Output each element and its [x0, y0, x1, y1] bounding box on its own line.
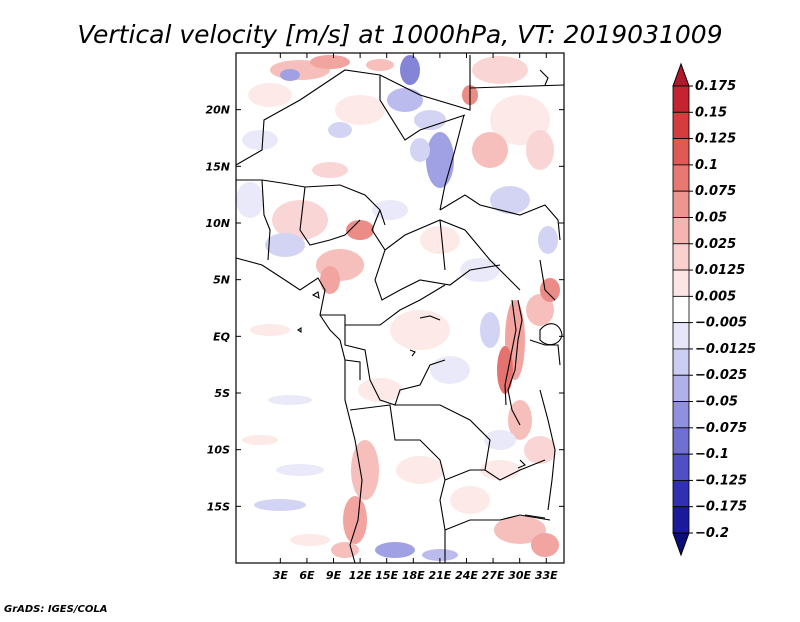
colorbar-label: 0.05 [695, 210, 727, 225]
x-tick-label: 9E [326, 569, 342, 582]
colorbar-segment [672, 453, 690, 481]
colorbar-top-arrow [672, 62, 690, 87]
y-tick-label: 5S [214, 387, 230, 400]
colorbar-segment [672, 322, 690, 350]
y-tick-label: 10N [205, 217, 230, 230]
country-borders [235, 55, 565, 564]
colorbar-label: 0.005 [695, 289, 736, 304]
colorbar-segment [672, 374, 690, 402]
colorbar-label: −0.075 [695, 421, 747, 436]
y-axis: 20N 15N 10N 5N EQ 5S 10S 15S [205, 104, 564, 513]
colorbar-segment [672, 85, 690, 113]
x-tick-label: 6E [299, 569, 315, 582]
colorbar-label: −0.005 [695, 316, 747, 331]
map-plot: 3E 6E 9E 12E 15E 18E 21E 24E 27E 30E 33E 20N 15N 10N… [205, 52, 565, 582]
colorbar-segment [672, 243, 690, 271]
colorbar-label: −0.2 [695, 526, 729, 541]
colorbar-segment [672, 164, 690, 192]
colorbar: 0.175 0.15 0.125 0.1 0.075 0.05 0.025 0.0125 0.0… [672, 62, 756, 557]
colorbar-label: 0.075 [695, 184, 736, 199]
y-tick-label: 10S [207, 444, 230, 457]
colorbar-segment [672, 138, 690, 166]
colorbar-label: 0.0125 [695, 263, 745, 278]
x-tick-label: 15E [375, 569, 398, 582]
colorbar-segment [672, 506, 690, 534]
x-tick-label: 30E [508, 569, 531, 582]
colorbar-segment [672, 269, 690, 297]
y-tick-label: EQ [213, 330, 230, 343]
x-tick-label: 12E [349, 569, 372, 582]
colorbar-label: −0.0125 [695, 342, 756, 357]
x-tick-label: 21E [428, 569, 451, 582]
colorbar-segment [672, 111, 690, 139]
colorbar-segment [672, 295, 690, 324]
y-tick-label: 5N [213, 274, 230, 287]
colorbar-label: 0.025 [695, 237, 736, 252]
figure-title: Vertical velocity [m/s] at 1000hPa, VT: … [77, 20, 722, 49]
colorbar-segment [672, 217, 690, 245]
colorbar-label: −0.175 [695, 500, 747, 515]
velocity-shading [236, 55, 560, 561]
x-tick-label: 3E [273, 569, 289, 582]
x-tick-label: 18E [402, 569, 425, 582]
colorbar-segment [672, 348, 690, 376]
colorbar-segment [672, 190, 690, 218]
colorbar-label: −0.025 [695, 368, 747, 383]
colorbar-segment [672, 480, 690, 508]
colorbar-label: 0.1 [695, 158, 718, 173]
colorbar-label: 0.125 [695, 132, 736, 147]
colorbar-label: −0.1 [695, 447, 729, 462]
x-axis: 3E 6E 9E 12E 15E 18E 21E 24E 27E 30E 33E [273, 53, 558, 582]
y-tick-label: 15N [205, 160, 230, 173]
colorbar-label: −0.125 [695, 473, 747, 488]
credit-label: GrADS: IGES/COLA [4, 604, 107, 615]
colorbar-segment [672, 401, 690, 429]
x-tick-label: 33E [535, 569, 558, 582]
x-tick-label: 24E [455, 569, 478, 582]
colorbar-label: 0.15 [695, 105, 727, 120]
x-tick-label: 27E [482, 569, 505, 582]
colorbar-bottom-arrow [672, 532, 690, 557]
map-frame [235, 52, 565, 564]
y-tick-label: 15S [207, 500, 230, 513]
colorbar-label: −0.05 [695, 395, 738, 410]
colorbar-segment [672, 427, 690, 455]
colorbar-label: 0.175 [695, 79, 736, 94]
y-tick-label: 20N [205, 104, 230, 117]
